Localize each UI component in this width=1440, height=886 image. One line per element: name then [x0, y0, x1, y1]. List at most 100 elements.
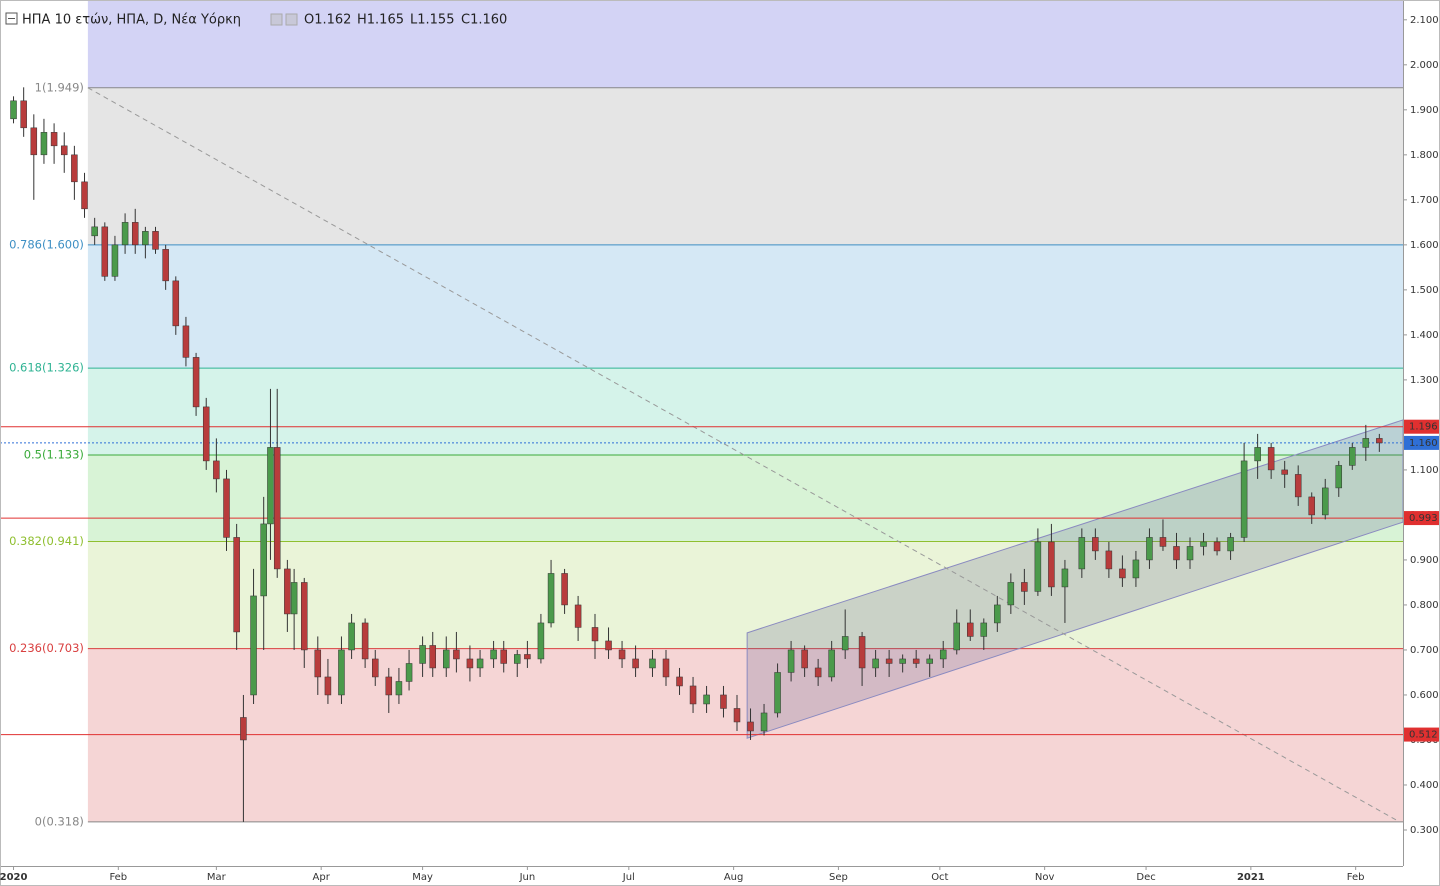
candle-body [967, 622, 974, 637]
candle-body [912, 658, 920, 664]
candle-body [1034, 541, 1042, 592]
candle-body [547, 573, 555, 624]
candle-body [1186, 546, 1194, 561]
candle-body [801, 649, 808, 669]
candle-body [1308, 496, 1315, 516]
y-tick-label: 1.100 [1410, 465, 1439, 476]
candle-body [182, 325, 190, 358]
candle-body [240, 717, 247, 741]
candle-body [841, 636, 849, 651]
y-tick-label: 0.800 [1410, 600, 1439, 611]
fib-band [87, 455, 1403, 542]
candle-body [111, 244, 119, 277]
candle-body [689, 685, 697, 705]
y-tick-label: 0.400 [1410, 780, 1439, 791]
candle-body [1362, 438, 1370, 448]
candle-body [814, 667, 822, 678]
candle-body [172, 280, 180, 327]
candle-body [1240, 460, 1248, 538]
fib-band [87, 87, 1403, 245]
candle-body [703, 694, 710, 705]
candle-body [453, 649, 460, 660]
candle-body [1335, 465, 1343, 489]
candle-body [1349, 447, 1356, 466]
candle-body [632, 658, 639, 669]
y-tick-label: 1.400 [1410, 330, 1439, 341]
x-tick-label: Jul [622, 872, 635, 883]
candle-body [290, 582, 298, 615]
candle-body [476, 658, 484, 669]
y-tick-label: 2.000 [1410, 60, 1439, 71]
candle-body [1294, 474, 1302, 498]
candle-body [1267, 447, 1275, 471]
candle-body [30, 127, 38, 156]
candle-body [419, 645, 426, 664]
candle-body [605, 640, 612, 651]
x-tick-label: Nov [1035, 872, 1055, 883]
candle-body [1227, 537, 1234, 552]
candle-body [1021, 582, 1028, 592]
candle-body [537, 622, 545, 660]
candle-body [994, 604, 1001, 624]
price-tag-label: 0.993 [1409, 513, 1438, 524]
candle-body [574, 604, 582, 628]
price-tag [1404, 419, 1439, 434]
candle-body [101, 226, 109, 277]
candle-body [858, 636, 866, 669]
candle-body [273, 447, 281, 570]
candle-body [1105, 550, 1113, 570]
fib-level-label: 0.236(0.703) [9, 641, 84, 655]
candle-body [1200, 541, 1207, 547]
candle-body [405, 663, 413, 682]
candle-body [260, 523, 267, 597]
candle-body [676, 676, 683, 687]
candle-body [1376, 438, 1383, 444]
x-tick-label: Sep [829, 872, 848, 883]
candle-body [314, 649, 322, 678]
candle-body [250, 595, 257, 696]
candle-body [1007, 582, 1015, 606]
candle-body [192, 357, 200, 408]
candle-body [385, 676, 393, 696]
candle-body [1078, 537, 1086, 570]
y-tick-label: 0.700 [1410, 645, 1439, 656]
chart-title: ΗΠΑ 10 ετών, ΗΠΑ, D, Νέα Υόρκη [22, 13, 241, 28]
candle-body [787, 649, 795, 673]
settings-icon[interactable] [270, 13, 283, 26]
candle-body [301, 582, 308, 651]
candle-body [561, 573, 568, 606]
y-tick-label: 1.300 [1410, 375, 1439, 386]
candle-body [348, 622, 355, 651]
candle-body [885, 658, 893, 664]
candle-body [760, 712, 768, 732]
candle-body [443, 649, 450, 669]
candle-body [649, 658, 656, 669]
candle-body [514, 654, 521, 664]
hide-icon[interactable] [285, 13, 298, 26]
candle-body [202, 406, 210, 462]
candle-body [1092, 537, 1099, 552]
x-tick-label: 2021 [1237, 872, 1265, 883]
candle-body [1281, 469, 1288, 475]
x-tick-label: Feb [109, 872, 127, 883]
candle-body [213, 460, 220, 480]
y-tick-label: 1.700 [1410, 195, 1439, 206]
fib-band [87, 244, 1403, 369]
candle-body [500, 649, 507, 664]
x-tick-label: Oct [931, 872, 948, 883]
candle-body [733, 708, 741, 723]
candle-body [939, 649, 947, 660]
x-tick-label: Dec [1136, 872, 1155, 883]
candle-body [1321, 487, 1329, 516]
candle-body [1254, 447, 1261, 462]
x-tick-label: 2020 [0, 872, 27, 883]
y-tick-label: 0.600 [1410, 690, 1439, 701]
candle-body [267, 447, 274, 525]
candle-body [40, 132, 48, 156]
candle-body [1061, 568, 1069, 588]
candle-body [142, 231, 149, 246]
trend-line [87, 87, 1400, 823]
fib-band [87, 648, 1403, 822]
price-tag [1404, 727, 1439, 742]
